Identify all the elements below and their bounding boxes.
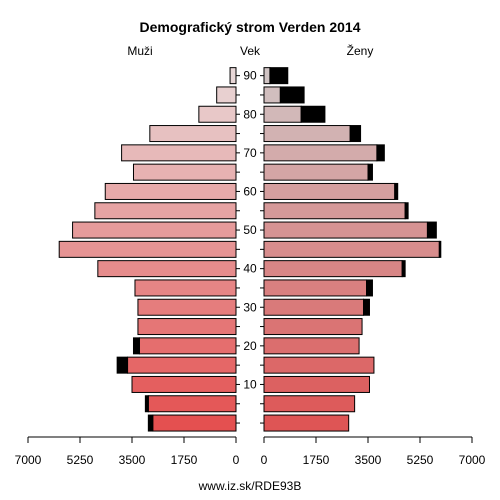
male-bar-75-79 xyxy=(149,125,237,143)
male-bar-65-69 xyxy=(132,163,237,181)
male-bar-45-49 xyxy=(58,240,237,258)
female-bar-70-74 xyxy=(263,144,378,162)
left-x-tick-label: 7000 xyxy=(15,453,42,467)
age-tick-label: 40 xyxy=(243,262,257,276)
right-x-tick-label: 5250 xyxy=(407,453,434,467)
age-tick-label: 10 xyxy=(243,377,257,391)
female-bar-20-24 xyxy=(263,337,360,355)
female-bar-30-34 xyxy=(263,298,365,316)
male-bar-25-29 xyxy=(137,318,237,336)
female-bar-0-4 xyxy=(263,414,350,432)
female-bar-55-59 xyxy=(263,202,406,220)
female-excess-bar-60-64 xyxy=(394,182,399,200)
age-tick-label: 20 xyxy=(243,339,257,353)
female-excess-bar-35-39 xyxy=(366,279,373,297)
female-bar-90+ xyxy=(263,67,271,85)
female-excess-bar-40-44 xyxy=(401,260,406,278)
right-x-tick-label: 0 xyxy=(261,453,268,467)
female-bar-60-64 xyxy=(263,182,396,200)
male-excess-bar-15-19 xyxy=(116,356,129,374)
female-bar-25-29 xyxy=(263,318,363,336)
age-tick-label: 90 xyxy=(243,69,257,83)
male-excess-bar-5-9 xyxy=(144,395,149,413)
right-x-tick-label: 7000 xyxy=(459,453,486,467)
male-bar-60-64 xyxy=(104,182,237,200)
right-x-tick-label: 3500 xyxy=(355,453,382,467)
female-excess-bar-55-59 xyxy=(404,202,409,220)
female-bar-40-44 xyxy=(263,260,403,278)
male-bar-5-9 xyxy=(147,395,237,413)
left-x-tick-label: 5250 xyxy=(67,453,94,467)
footer-source: www.iz.sk/RDE93B xyxy=(198,479,302,493)
female-excess-bar-75-79 xyxy=(349,125,362,143)
male-bar-80-84 xyxy=(198,105,237,123)
male-bar-85-89 xyxy=(216,86,237,104)
male-bar-15-19 xyxy=(127,356,237,374)
female-bar-65-69 xyxy=(263,163,369,181)
female-excess-bar-45-49 xyxy=(438,240,442,258)
female-bar-5-9 xyxy=(263,395,356,413)
bars-group xyxy=(58,67,442,432)
female-excess-bar-90+ xyxy=(269,67,289,85)
age-tick-label: 80 xyxy=(243,107,257,121)
male-bar-55-59 xyxy=(94,202,237,220)
age-tick-label: 70 xyxy=(243,146,257,160)
female-bar-35-39 xyxy=(263,279,368,297)
female-excess-bar-50-54 xyxy=(426,221,437,239)
female-excess-bar-30-34 xyxy=(363,298,370,316)
left-x-tick-label: 1750 xyxy=(171,453,198,467)
female-excess-bar-70-74 xyxy=(376,144,385,162)
female-excess-bar-80-84 xyxy=(300,105,326,123)
age-tick-label: 30 xyxy=(243,300,257,314)
male-excess-bar-0-4 xyxy=(147,414,154,432)
right-x-tick-label: 1750 xyxy=(303,453,330,467)
female-bar-10-14 xyxy=(263,375,370,393)
male-bar-40-44 xyxy=(97,260,237,278)
male-bar-70-74 xyxy=(121,144,237,162)
men-label: Muži xyxy=(127,44,152,58)
age-tick-label: 60 xyxy=(243,184,257,198)
female-bar-75-79 xyxy=(263,125,351,143)
male-bar-90+ xyxy=(229,67,237,85)
male-bar-35-39 xyxy=(134,279,237,297)
female-bar-85-89 xyxy=(263,86,281,104)
male-bar-0-4 xyxy=(152,414,237,432)
male-excess-bar-20-24 xyxy=(132,337,140,355)
female-bar-50-54 xyxy=(263,221,428,239)
male-bar-30-34 xyxy=(137,298,237,316)
age-tick-label: 50 xyxy=(243,223,257,237)
age-label: Vek xyxy=(240,44,261,58)
male-bar-50-54 xyxy=(72,221,237,239)
female-bar-45-49 xyxy=(263,240,440,258)
chart-title: Demografický strom Verden 2014 xyxy=(140,19,361,35)
female-bar-15-19 xyxy=(263,356,375,374)
female-excess-bar-65-69 xyxy=(367,163,373,181)
male-bar-10-14 xyxy=(131,375,237,393)
left-x-tick-label: 3500 xyxy=(119,453,146,467)
male-bar-20-24 xyxy=(138,337,237,355)
women-label: Ženy xyxy=(347,43,374,58)
left-x-tick-label: 0 xyxy=(233,453,240,467)
female-bar-80-84 xyxy=(263,105,302,123)
female-excess-bar-85-89 xyxy=(279,86,305,104)
axes-group: 10 20 30 40 50 60 70 80 90 7000 5250 3500 1750 0 0 1750… xyxy=(15,69,486,467)
